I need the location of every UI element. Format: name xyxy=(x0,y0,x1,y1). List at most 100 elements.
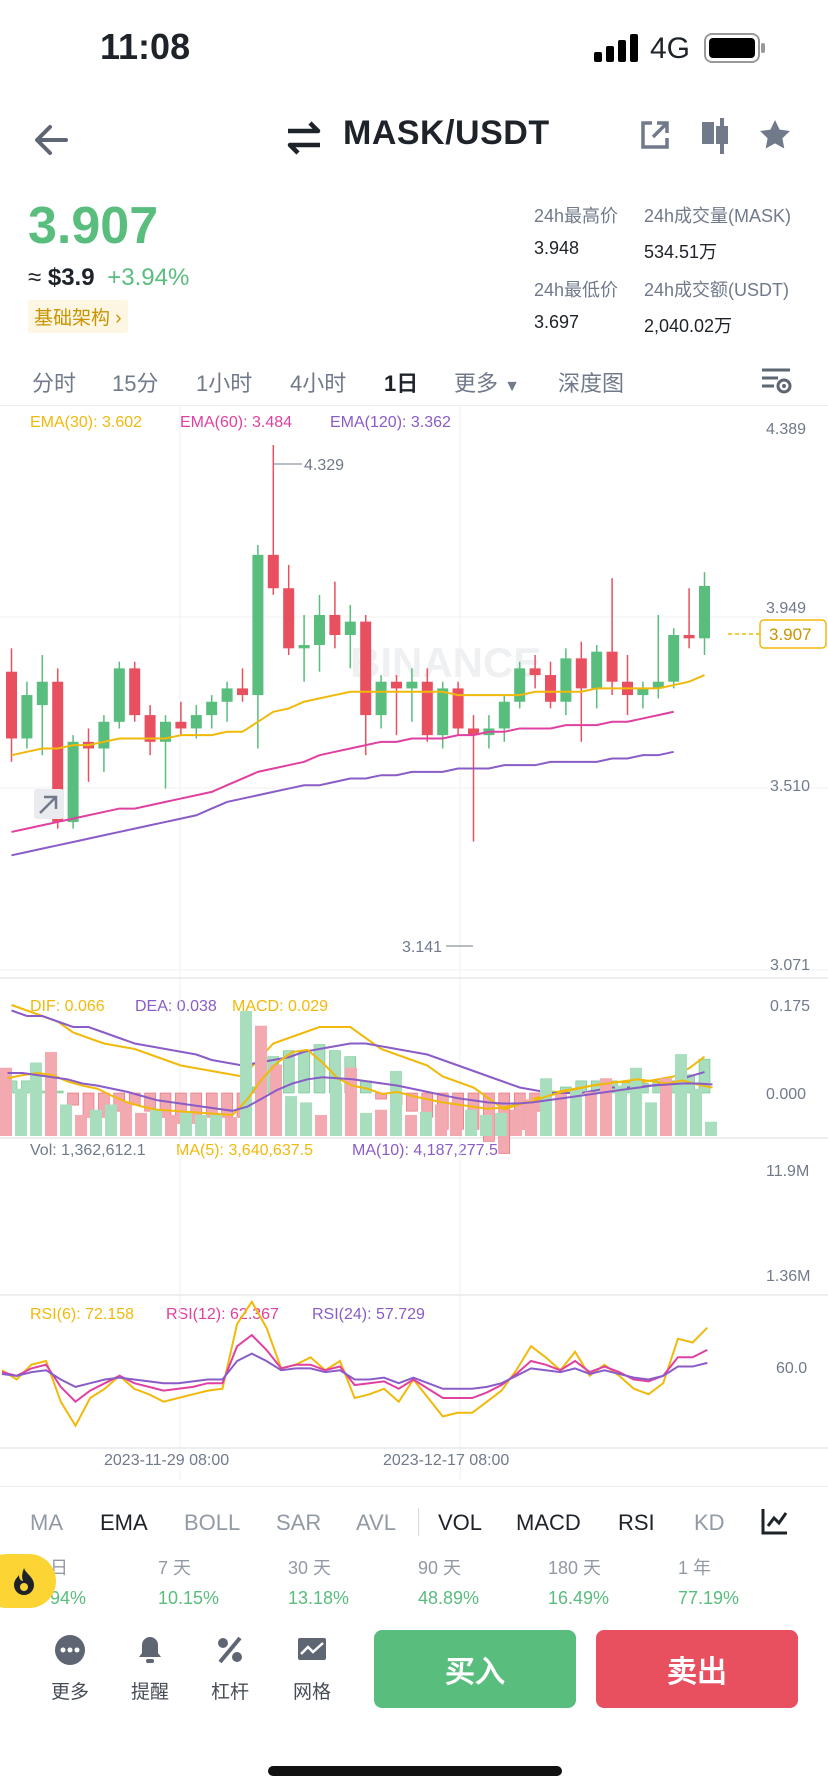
macd-dif-label: DIF: 0.066 xyxy=(30,998,105,1015)
volume-bar xyxy=(285,1096,297,1136)
candle-body xyxy=(468,728,479,736)
grid-button[interactable]: 网格 xyxy=(282,1634,342,1704)
grid-trading-icon xyxy=(298,1638,326,1660)
tab-interval-more[interactable]: 更多 ▼ xyxy=(454,366,520,398)
candle-body xyxy=(699,585,710,639)
favorite-star-icon[interactable] xyxy=(758,118,792,152)
tab-interval-15m[interactable]: 15分 xyxy=(112,371,159,396)
candle-body xyxy=(360,621,372,716)
bell-icon xyxy=(139,1637,161,1663)
tab-indicator-vol[interactable]: VOL xyxy=(438,1510,483,1535)
chevron-right-icon: › xyxy=(115,308,122,329)
volume-bar xyxy=(0,1067,12,1136)
volume-bar xyxy=(675,1054,687,1136)
candle-body xyxy=(406,681,418,689)
perf-value: 16.49% xyxy=(548,1588,610,1608)
macd-histogram-bar xyxy=(698,1058,711,1094)
sell-button[interactable]: 卖出 xyxy=(596,1630,798,1708)
stat-value: 3.948 xyxy=(534,238,580,258)
volume-bar xyxy=(645,1102,657,1136)
usd-price: ≈ $3.9 +3.94% xyxy=(28,264,189,292)
price-axis-label: 4.389 xyxy=(766,421,806,438)
macd-axis-top: 0.175 xyxy=(770,998,810,1015)
macd-histogram-bar xyxy=(82,1092,95,1118)
chart-settings-icon[interactable] xyxy=(758,362,794,398)
category-tag[interactable]: 基础架构 › xyxy=(28,300,128,333)
price-axis-label: 3.071 xyxy=(770,957,810,974)
tab-interval-1d[interactable]: 1日 xyxy=(384,371,419,396)
alert-label: 提醒 xyxy=(130,1682,169,1703)
stat-label: 24h最低价 xyxy=(534,280,619,300)
volume-bar xyxy=(210,1115,222,1136)
vol-ma10-line xyxy=(7,1072,713,1112)
more-label: 更多 xyxy=(50,1682,89,1703)
performance-row: 日 94% 7 天 10.15% 30 天 13.18% 90 天 48.89%… xyxy=(0,1554,828,1614)
approx-sign: ≈ xyxy=(28,264,42,291)
leverage-button[interactable]: 杠杆 xyxy=(200,1634,260,1704)
candle-body xyxy=(252,554,264,696)
tab-indicator-kd[interactable]: KD xyxy=(694,1510,725,1535)
expand-chart-icon[interactable] xyxy=(34,789,64,819)
current-price-tag-label: 3.907 xyxy=(769,625,812,644)
candle-body xyxy=(298,645,310,649)
stat-24h-volume: 24h成交量(MASK) 534.51万 xyxy=(644,202,791,264)
candle-body xyxy=(21,695,33,739)
volume-bar xyxy=(630,1067,642,1136)
alert-button[interactable]: 提醒 xyxy=(120,1634,180,1704)
stat-label: 24h成交量(MASK) xyxy=(644,206,792,226)
candle-view-icon[interactable] xyxy=(700,118,730,154)
buy-button[interactable]: 买入 xyxy=(374,1630,576,1708)
tab-depth-chart[interactable]: 深度图 xyxy=(558,371,625,396)
volume-bar xyxy=(45,1052,57,1136)
tab-indicator-macd[interactable]: MACD xyxy=(516,1510,581,1535)
indicator-tabs: MA EMA BOLL SAR AVL VOL MACD RSI KD xyxy=(0,1488,828,1554)
macd-histogram-bar xyxy=(67,1092,79,1106)
low-marker: 3.141 xyxy=(402,939,473,956)
price-axis-label: 3.510 xyxy=(770,778,810,795)
divider xyxy=(0,405,828,406)
tab-indicator-sar[interactable]: SAR xyxy=(276,1510,322,1535)
perf-period: 7 天 xyxy=(158,1558,192,1578)
fire-icon xyxy=(14,1568,34,1595)
candle-body xyxy=(575,658,587,689)
tab-interval-1h[interactable]: 1小时 xyxy=(196,371,253,396)
volume-bar xyxy=(495,1112,507,1136)
volume-bar xyxy=(540,1078,552,1136)
tab-indicator-avl[interactable]: AVL xyxy=(356,1510,396,1535)
tab-interval-time[interactable]: 分时 xyxy=(32,371,77,396)
tab-indicator-boll[interactable]: BOLL xyxy=(184,1510,241,1535)
volume-bar xyxy=(30,1062,42,1136)
vol-axis-top: 11.9M xyxy=(766,1163,809,1180)
tab-interval-4h[interactable]: 4小时 xyxy=(290,371,347,396)
date-label: 2023-12-17 08:00 xyxy=(383,1452,509,1469)
tab-indicator-ema[interactable]: EMA xyxy=(100,1510,148,1535)
indicator-chart-icon[interactable] xyxy=(760,1506,790,1536)
more-button[interactable]: 更多 xyxy=(40,1634,100,1704)
stat-label: 24h最高价 xyxy=(534,206,619,226)
macd-dea-label: DEA: 0.038 xyxy=(135,998,217,1015)
candle-body xyxy=(36,681,48,706)
volume-bar xyxy=(405,1115,417,1136)
macd-value-label: MACD: 0.029 xyxy=(232,998,329,1015)
candle-body xyxy=(683,634,695,639)
vol-label: Vol: 1,362,612.1 xyxy=(30,1142,146,1159)
current-price-tag xyxy=(759,619,827,649)
pair-title[interactable]: MASK/USDT xyxy=(343,114,550,152)
share-icon[interactable] xyxy=(638,118,672,152)
candle-body xyxy=(283,588,295,649)
candle-body xyxy=(267,554,279,589)
candle-body xyxy=(560,658,572,702)
volume-bar xyxy=(420,1111,432,1136)
tab-indicator-ma[interactable]: MA xyxy=(30,1510,63,1535)
status-time: 11:08 xyxy=(100,26,191,67)
macd-axis-zero: 0.000 xyxy=(766,1086,806,1103)
candle-body xyxy=(221,688,233,702)
kline-chart[interactable]: BINANCE 4.389 3.949 3.510 3.071 0.175 0.… xyxy=(0,405,828,1485)
volume-bar xyxy=(315,1115,327,1136)
macd-histogram-bar xyxy=(282,1050,295,1094)
volume-bar xyxy=(360,1112,372,1136)
tab-indicator-rsi[interactable]: RSI xyxy=(618,1510,655,1535)
swap-pair-icon[interactable] xyxy=(284,118,324,158)
back-arrow-icon[interactable] xyxy=(30,118,74,162)
hot-badge[interactable] xyxy=(0,1554,56,1608)
